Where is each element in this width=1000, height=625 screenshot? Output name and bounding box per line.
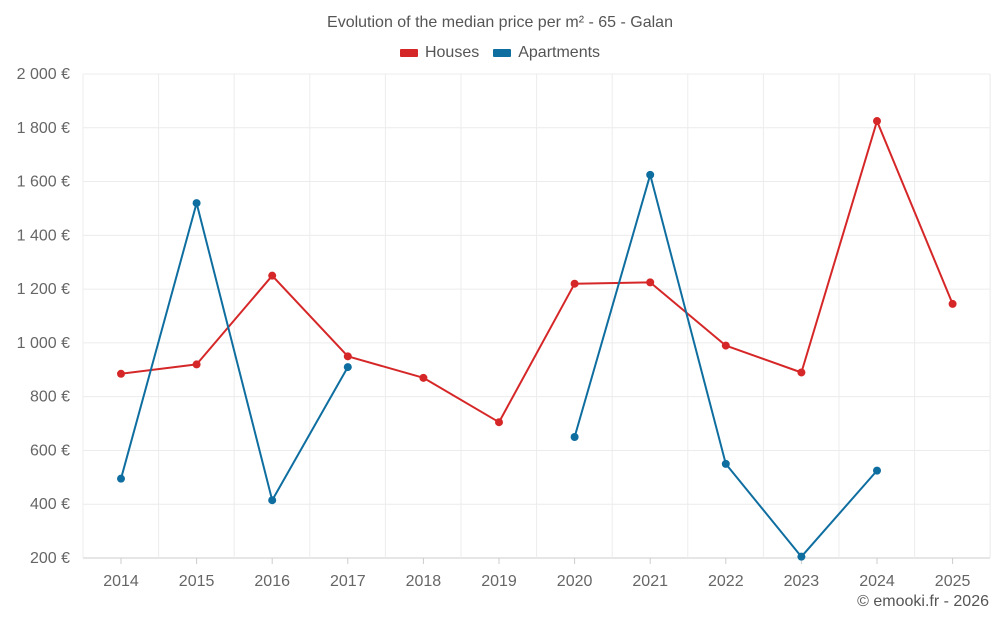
x-tick-label: 2015 <box>179 573 215 590</box>
series-line-apartments <box>573 173 878 558</box>
y-tick-label: 1 400 € <box>17 227 70 244</box>
y-tick-label: 2 000 € <box>17 66 70 83</box>
legend-swatch-apartments <box>493 49 512 57</box>
data-point-houses <box>419 373 428 382</box>
data-point-apartments <box>268 496 277 505</box>
data-point-houses <box>797 368 806 377</box>
x-tick-label: 2025 <box>935 573 971 590</box>
data-point-apartments <box>117 474 125 483</box>
data-point-apartments <box>721 459 730 468</box>
x-tick-label: 2019 <box>481 573 517 590</box>
y-tick-label: 200 € <box>30 550 70 567</box>
legend-item-apartments[interactable]: Apartments <box>493 44 600 62</box>
legend-swatch-houses <box>399 49 418 57</box>
data-point-apartments <box>343 363 352 372</box>
data-point-houses <box>570 279 579 288</box>
x-tick-label: 2016 <box>254 573 290 590</box>
data-point-apartments <box>797 552 806 561</box>
y-tick-label: 1 600 € <box>17 174 70 191</box>
x-tick-label: 2023 <box>784 573 820 590</box>
series-line-apartments <box>120 202 349 502</box>
y-tick-label: 1 200 € <box>17 281 70 298</box>
x-tick-label: 2022 <box>708 573 744 590</box>
data-point-houses <box>873 117 881 126</box>
y-tick-label: 1 000 € <box>17 335 70 352</box>
legend-label-apartments: Apartments <box>518 44 601 61</box>
x-tick-label: 2014 <box>103 573 139 590</box>
data-point-apartments <box>192 199 201 208</box>
legend: Houses Apartments <box>0 44 1000 62</box>
data-point-houses <box>721 341 730 350</box>
data-point-houses <box>192 360 201 369</box>
series-line-houses <box>120 120 954 424</box>
x-tick-label: 2024 <box>859 573 895 590</box>
y-tick-label: 600 € <box>30 442 70 459</box>
data-point-apartments <box>873 466 881 475</box>
data-point-houses <box>495 418 503 427</box>
y-tick-label: 800 € <box>30 389 70 406</box>
y-tick-label: 400 € <box>30 496 70 513</box>
data-point-apartments <box>646 170 655 179</box>
data-point-houses <box>948 299 957 308</box>
credit-text: © emooki.fr - 2026 <box>857 593 989 610</box>
data-point-houses <box>117 369 125 378</box>
x-tick-label: 2020 <box>557 573 593 590</box>
data-point-houses <box>343 352 352 361</box>
x-tick-label: 2021 <box>632 573 668 590</box>
x-tick-label: 2018 <box>406 573 442 590</box>
x-tick-label: 2017 <box>330 573 366 590</box>
legend-item-houses[interactable]: Houses <box>399 44 480 62</box>
data-point-houses <box>646 278 655 287</box>
legend-label-houses: Houses <box>424 44 480 61</box>
chart-title: Evolution of the median price per m² - 6… <box>327 14 673 31</box>
data-point-apartments <box>570 433 579 441</box>
data-point-houses <box>268 271 277 280</box>
y-tick-label: 1 800 € <box>17 120 70 137</box>
